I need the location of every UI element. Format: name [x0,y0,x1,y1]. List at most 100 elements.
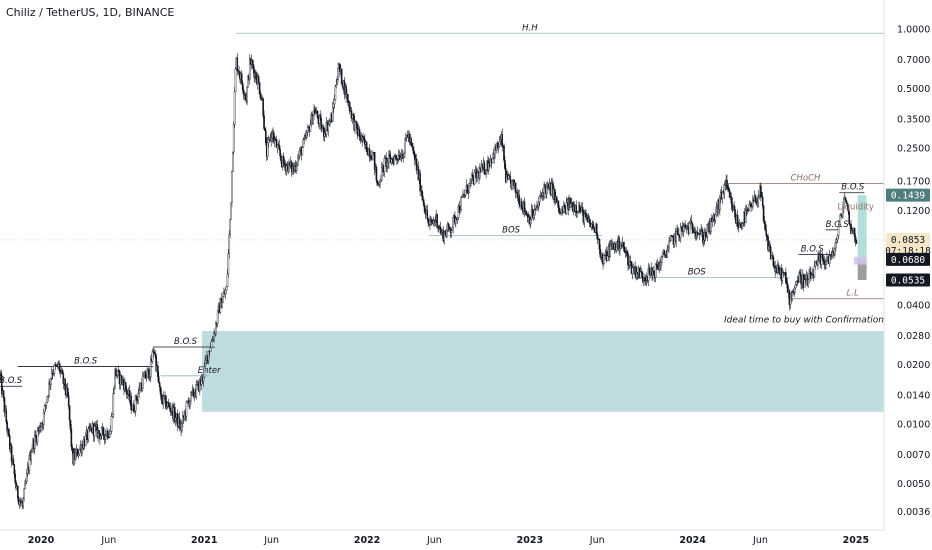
candle-body [762,205,765,222]
candle-body [499,139,502,142]
candle-body [429,220,431,225]
candle-body [238,70,240,75]
candle-body [111,414,114,417]
candle-body [711,219,714,223]
candle-body [627,253,629,266]
candle-body [468,182,471,193]
candle-body [813,265,816,278]
candle-body [14,473,16,483]
candle-body [216,310,219,324]
candle-body [68,405,71,421]
candle-body [464,190,467,196]
candle-body [77,453,80,457]
candle-body [327,124,330,131]
candle-body [383,158,386,173]
x-tick-label: 2020 [28,535,55,546]
candle-body [714,214,717,221]
candle-body [242,89,245,95]
y-tick-label: 0.1700 [897,176,930,187]
candle-body [821,254,824,259]
candle-body [135,395,138,401]
candle-body [599,248,602,258]
candle-body [334,86,337,101]
x-tick-label: Jun [263,535,279,546]
candle-body [544,184,546,189]
candle-body [236,57,239,71]
candle-body [754,195,757,202]
candle-body [426,210,429,219]
candle-body [835,239,838,243]
candle-body [835,241,837,249]
candle-body [195,384,198,397]
candle-body [736,215,739,227]
liquidity-label: Liquidity [837,202,873,212]
candle-body [6,421,8,432]
candle-body [800,274,802,285]
candle-body [87,428,90,440]
candle-body [726,180,728,188]
candle-body [848,211,851,224]
candle-body [730,196,733,204]
candle-body [631,267,634,274]
demand-zone-layer [202,331,884,412]
candle-body [251,60,254,65]
candle-body [411,143,413,148]
candle-body [483,162,486,174]
candle-body [853,227,856,237]
candle-body [622,242,625,248]
candle-body [104,434,107,440]
candle-body [538,195,541,203]
candle-body [430,219,433,223]
candle-body [451,227,454,231]
candle-body [233,91,236,125]
candle-body [444,231,446,235]
y-tick-label: 0.7000 [897,55,930,66]
candle-body [202,376,205,382]
candle-body [419,173,421,192]
candle-body [159,386,162,395]
candle-body [262,98,264,116]
level-label: B.O.S [826,220,850,230]
candle-body [259,93,262,99]
candle-body [264,128,266,131]
candle-body [33,434,36,449]
candle-body [839,214,842,225]
price-tag [886,252,930,266]
candle-body [710,218,712,232]
y-tick-label: 0.3500 [897,114,930,125]
candle-body [215,323,217,335]
candle-body [476,172,479,178]
level-label: BOS [502,225,521,235]
candle-body [675,231,677,242]
candle-body [9,436,11,450]
candle-body [207,350,210,362]
candle-body [404,138,406,154]
candle-body [485,170,487,174]
gray-box [857,259,867,280]
candle-body [380,167,383,181]
candle-body [395,155,397,159]
price-tag-label: 0.0535 [891,275,925,286]
candle-body [363,136,365,141]
candle-body [312,115,314,125]
candle-body [155,355,157,371]
candle-body [71,446,74,450]
candle-body [422,195,424,200]
candle-body [466,184,469,194]
candle-body [226,273,229,287]
candle-body [491,158,494,164]
price-tag-countdown: 07:18:18 [885,246,931,257]
candle-body [110,416,113,432]
candle-body [728,190,731,198]
candle-body [804,279,807,281]
candle-body [19,500,22,503]
candle-body [563,205,566,208]
candle-body [365,141,368,152]
candle-body [592,222,594,230]
candle-body [314,112,317,114]
candle-body [761,196,764,207]
candle-body [234,68,237,93]
candle-body [557,200,560,209]
y-tick-label: 0.2500 [897,143,930,154]
